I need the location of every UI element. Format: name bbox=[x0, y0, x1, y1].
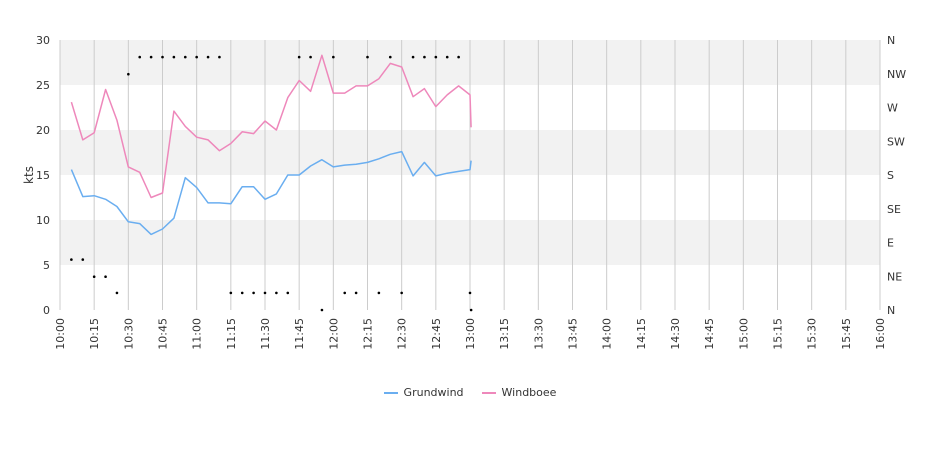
x-tick-label: 11:15 bbox=[225, 318, 238, 350]
x-tick-label: 12:30 bbox=[396, 318, 409, 350]
direction-axis-ticks: N NE E SE S SW W NW N bbox=[887, 34, 906, 317]
x-tick-label: 11:45 bbox=[293, 318, 306, 350]
x-tick-label: 14:00 bbox=[601, 318, 614, 350]
x-tick-label: 11:30 bbox=[259, 318, 272, 350]
direction-marker bbox=[343, 291, 347, 295]
direction-marker bbox=[275, 291, 278, 295]
direction-marker bbox=[240, 291, 244, 295]
direction-marker bbox=[400, 291, 403, 295]
direction-marker bbox=[434, 55, 438, 59]
x-tick-label: 13:30 bbox=[532, 318, 545, 350]
direction-marker bbox=[468, 291, 472, 295]
direction-markers bbox=[70, 55, 473, 312]
y-tick-label: 30 bbox=[36, 34, 50, 47]
x-tick-label: 10:15 bbox=[88, 318, 101, 350]
direction-tick-label: SE bbox=[887, 203, 901, 216]
direction-marker bbox=[218, 55, 221, 59]
direction-marker bbox=[206, 55, 210, 59]
direction-marker bbox=[332, 55, 335, 59]
direction-marker bbox=[127, 72, 130, 76]
direction-tick-label: W bbox=[887, 102, 898, 115]
x-tick-label: 15:30 bbox=[806, 318, 819, 350]
direction-marker bbox=[229, 291, 233, 295]
legend-item-windboee[interactable]: Windboee bbox=[481, 386, 557, 399]
x-tick-label: 10:45 bbox=[157, 318, 170, 350]
direction-marker bbox=[286, 291, 290, 295]
x-tick-label: 13:45 bbox=[567, 318, 580, 350]
direction-marker bbox=[423, 55, 426, 59]
x-tick-label: 12:45 bbox=[430, 318, 443, 350]
direction-marker bbox=[149, 55, 153, 59]
direction-marker bbox=[92, 275, 96, 279]
direction-tick-label: N bbox=[887, 304, 895, 317]
direction-marker bbox=[320, 308, 324, 312]
x-tick-label: 12:15 bbox=[362, 318, 375, 350]
legend-swatch-windboee bbox=[481, 391, 496, 394]
plot-gridlines bbox=[59, 40, 881, 310]
direction-tick-label: SW bbox=[887, 135, 905, 148]
x-tick-label: 16:00 bbox=[874, 318, 887, 350]
direction-marker bbox=[115, 291, 119, 295]
direction-tick-label: NW bbox=[887, 68, 906, 81]
x-tick-label: 14:15 bbox=[635, 318, 648, 350]
y-axis-label: kts bbox=[22, 166, 36, 184]
x-tick-label: 11:00 bbox=[191, 318, 204, 350]
direction-marker bbox=[297, 55, 301, 59]
direction-marker bbox=[161, 55, 164, 59]
direction-marker bbox=[70, 258, 73, 261]
y-tick-label: 5 bbox=[43, 259, 50, 272]
direction-marker bbox=[388, 55, 392, 59]
y-tick-label: 20 bbox=[36, 124, 50, 137]
x-tick-label: 15:00 bbox=[737, 318, 750, 350]
direction-marker bbox=[81, 258, 85, 261]
y-tick-label: 25 bbox=[36, 79, 50, 92]
series-line-grundwind bbox=[70, 150, 472, 236]
direction-marker bbox=[445, 55, 449, 59]
y-tick-label: 10 bbox=[36, 214, 50, 227]
direction-tick-label: E bbox=[887, 237, 894, 250]
legend-label-windboee: Windboee bbox=[501, 386, 557, 399]
x-tick-label: 15:45 bbox=[840, 318, 853, 350]
direction-marker bbox=[172, 55, 176, 59]
direction-marker bbox=[469, 308, 473, 312]
y-tick-label: 0 bbox=[43, 304, 50, 317]
direction-marker bbox=[195, 55, 198, 59]
x-axis-ticks: 10:00 10:15 10:30 10:45 11:00 11:15 11:30 11:45… bbox=[54, 318, 887, 350]
x-tick-label: 10:30 bbox=[122, 318, 135, 350]
direction-marker bbox=[104, 275, 107, 279]
x-tick-label: 14:45 bbox=[703, 318, 716, 350]
direction-marker bbox=[366, 55, 369, 59]
direction-marker bbox=[377, 291, 381, 295]
direction-tick-label: NE bbox=[887, 270, 902, 283]
direction-marker bbox=[138, 55, 142, 59]
y-tick-label: 15 bbox=[36, 169, 50, 182]
legend: Grundwind Windboee bbox=[0, 386, 940, 399]
y-axis-ticks: 0 5 10 15 20 25 30 bbox=[36, 34, 50, 317]
legend-label-grundwind: Grundwind bbox=[403, 386, 464, 399]
series-lines bbox=[70, 54, 472, 236]
legend-swatch-grundwind bbox=[383, 391, 398, 394]
x-tick-label: 14:30 bbox=[669, 318, 682, 350]
x-tick-label: 13:15 bbox=[498, 318, 511, 350]
x-tick-label: 13:00 bbox=[464, 318, 477, 350]
x-tick-label: 12:00 bbox=[327, 318, 340, 350]
x-tick-label: 10:00 bbox=[54, 318, 67, 350]
direction-tick-label: N bbox=[887, 34, 895, 47]
direction-marker bbox=[354, 291, 358, 295]
x-tick-label: 15:15 bbox=[772, 318, 785, 350]
direction-marker bbox=[309, 55, 312, 59]
direction-marker bbox=[411, 55, 415, 59]
series-line-windboee bbox=[70, 54, 472, 199]
direction-marker bbox=[263, 291, 267, 295]
direction-tick-label: S bbox=[887, 169, 894, 182]
legend-item-grundwind[interactable]: Grundwind bbox=[383, 386, 464, 399]
direction-marker bbox=[252, 291, 255, 295]
direction-marker bbox=[183, 55, 187, 59]
direction-marker bbox=[457, 55, 460, 59]
